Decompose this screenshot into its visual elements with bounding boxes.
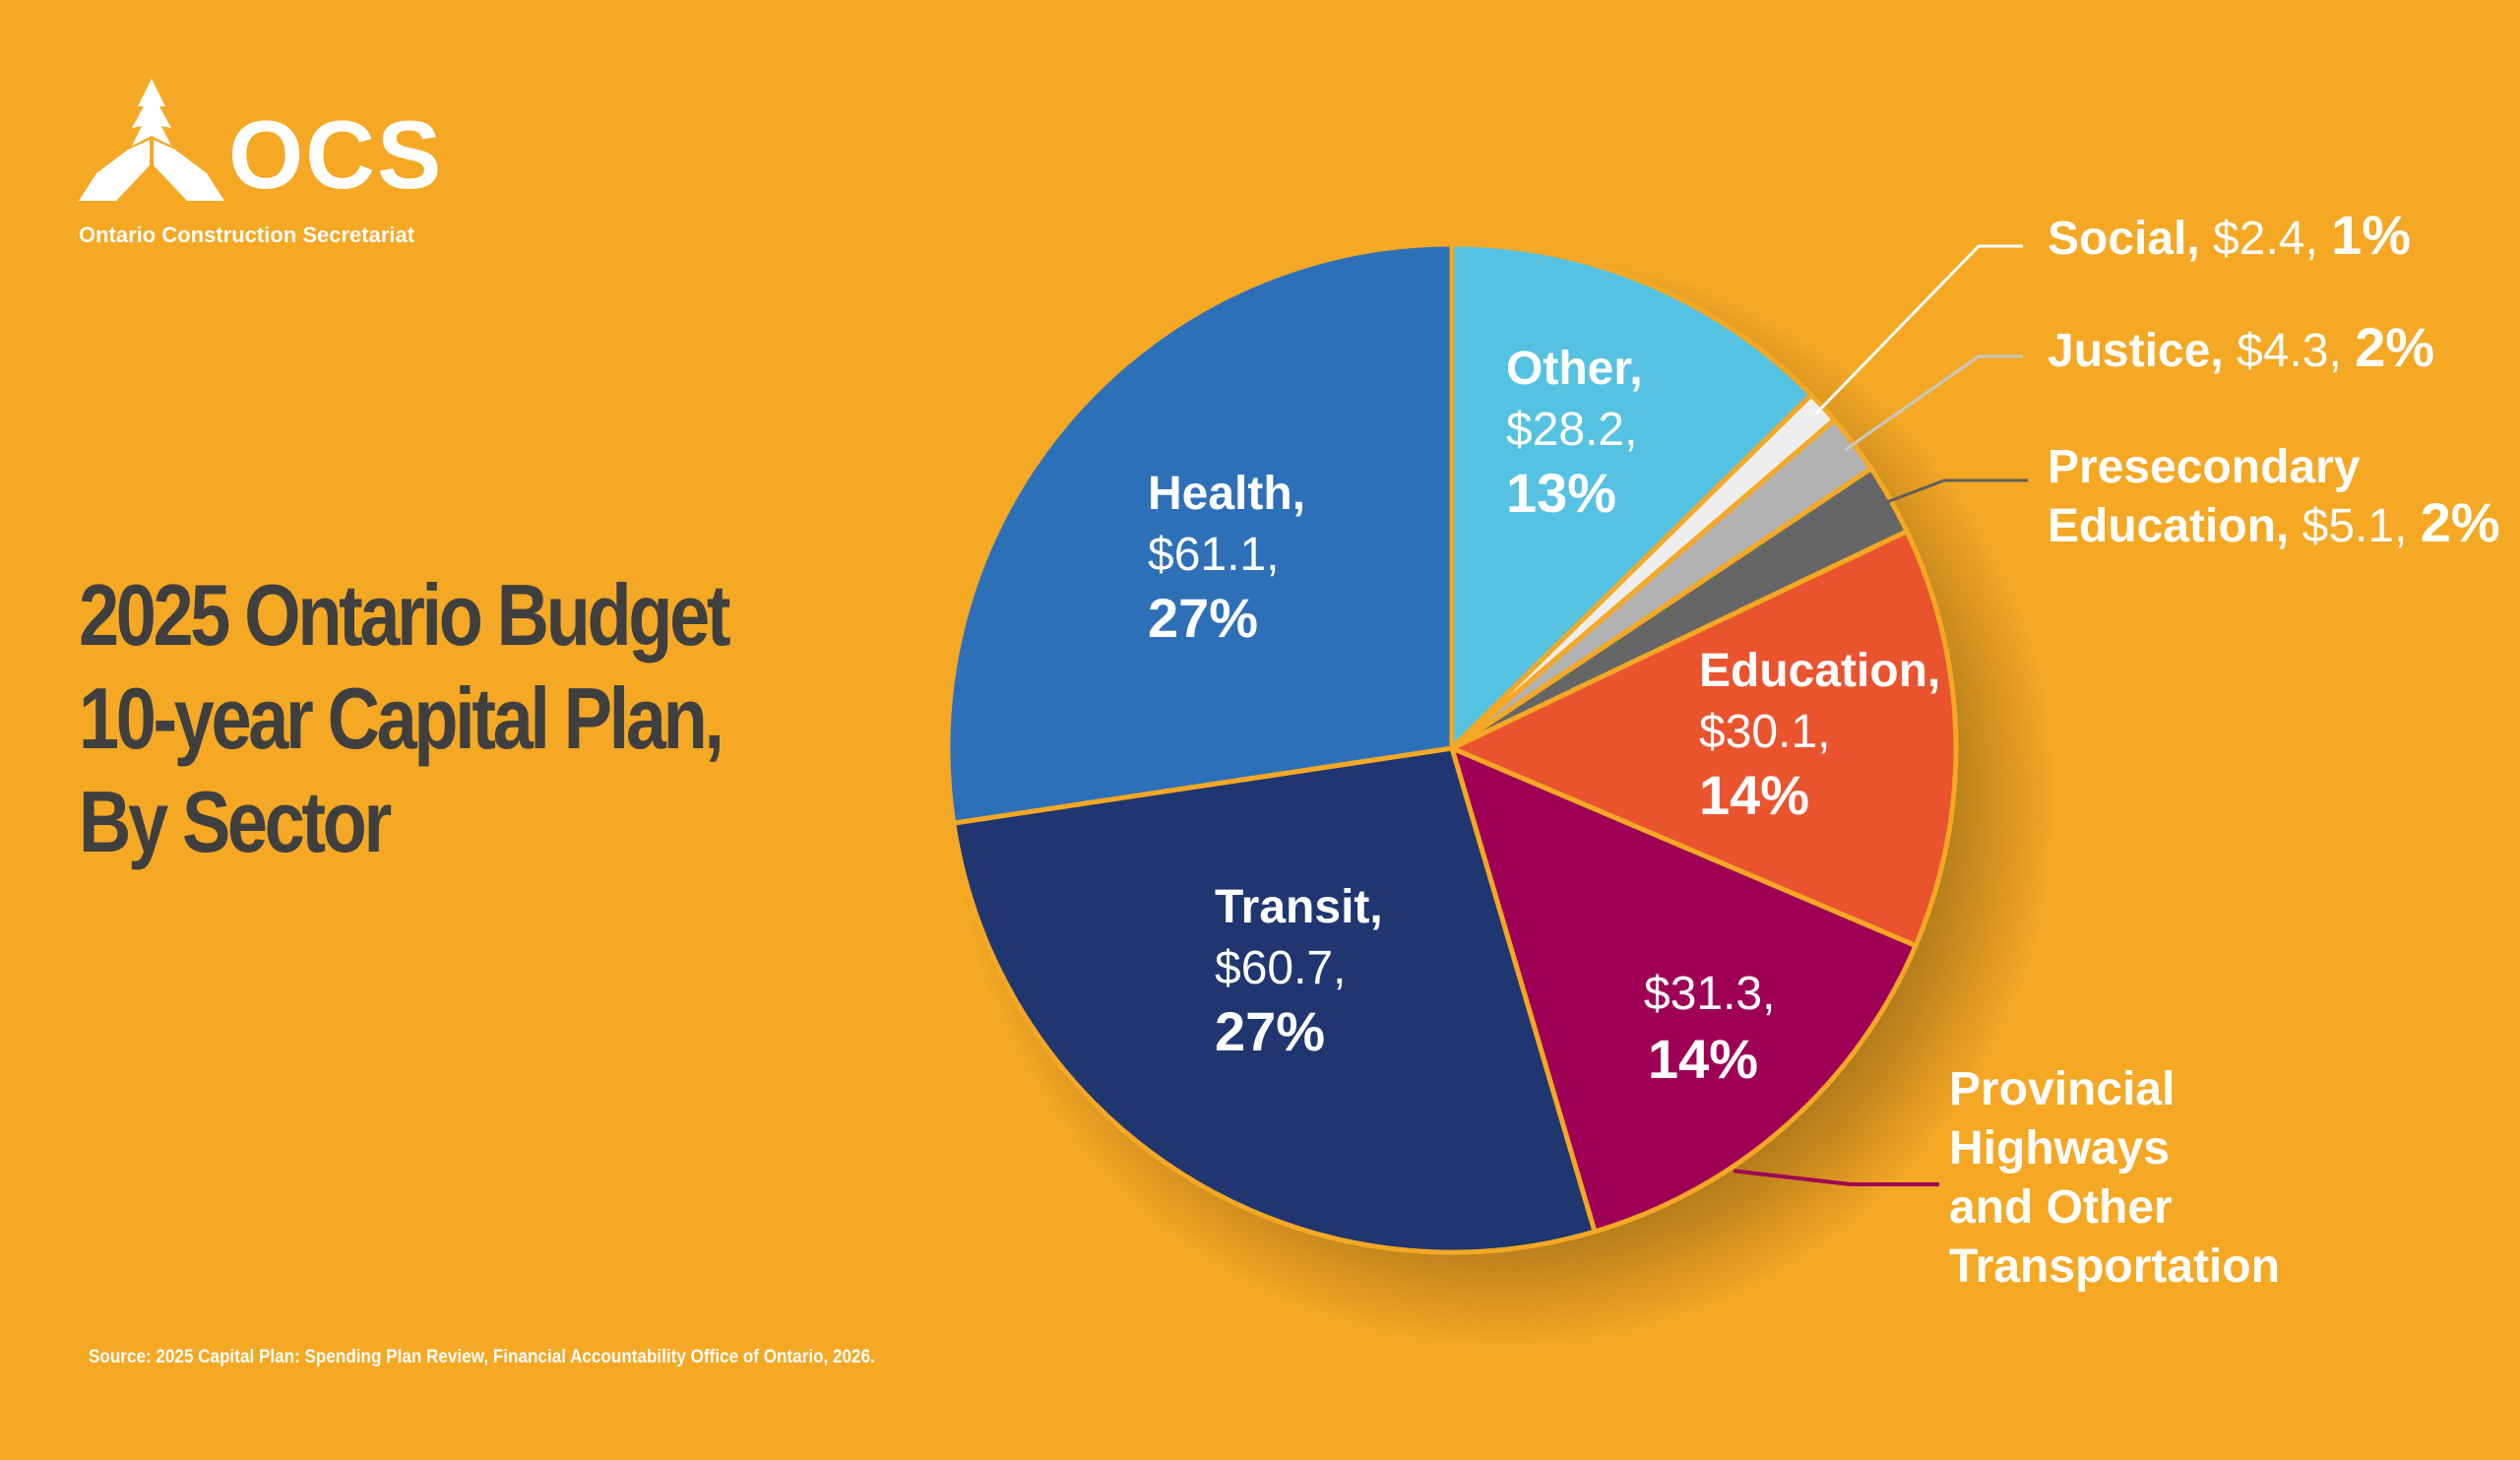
chart-title: 2025 Ontario Budget 10-year Capital Plan… (79, 563, 730, 873)
title-line-2: 10-year Capital Plan, (79, 669, 724, 767)
label-justice-text: Justice, $4.3, 2% (2048, 316, 2434, 378)
callout-leaders (1733, 244, 2028, 1186)
label-highways: $31.3, 14% Provincial Highways and Other Tran… (1644, 968, 2280, 1293)
label-health-percent: 27% (1148, 587, 1258, 649)
pie-slice-health (945, 241, 1455, 826)
label-social: Social, $2.4, 1% (2048, 204, 2411, 266)
label-highways-callout-line-1: Provincial (1949, 1063, 2174, 1115)
source-note: Source: 2025 Capital Plan: Spending Plan… (89, 1347, 875, 1367)
label-education-percent: 14% (1699, 764, 1809, 826)
label-postsecondary-line-1: Presecondary (2048, 441, 2361, 493)
logo-subtitle: Ontario Construction Secretariat (79, 222, 415, 247)
leader-social (1814, 244, 2023, 415)
leader-justice (1845, 354, 2023, 451)
pie-slice-other (1449, 241, 1814, 751)
leader-highways (1733, 1169, 1939, 1186)
label-justice: Justice, $4.3, 2% (2048, 316, 2434, 378)
pie-slices (945, 241, 1959, 1255)
label-other: Other, $28.2, 13% (1506, 343, 1643, 524)
label-health-value: $61.1, (1148, 529, 1279, 581)
label-highways-callout-line-3: and Other (1949, 1181, 2173, 1234)
leader-postsecondary (1880, 478, 2028, 506)
label-education-value: $30.1, (1699, 706, 1830, 758)
title-line-3: By Sector (79, 773, 392, 870)
label-highways-value: $31.3, (1644, 968, 1775, 1020)
label-transit-value: $60.7, (1215, 942, 1346, 994)
label-other-value: $28.2, (1506, 404, 1637, 456)
label-transit-name: Transit, (1215, 881, 1383, 933)
label-health: Health, $61.1, 27% (1148, 468, 1305, 649)
maple-leaf-logo-icon (79, 79, 224, 201)
label-transit: Transit, $60.7, 27% (1215, 881, 1383, 1062)
label-social-text: Social, $2.4, 1% (2048, 204, 2411, 266)
title-line-1: 2025 Ontario Budget (79, 566, 730, 664)
logo-wordmark: OCS (228, 100, 444, 209)
slice-labels: Health, $61.1, 27% Other, $28.2, 13% Transit, $… (1148, 204, 2500, 1293)
label-other-percent: 13% (1506, 462, 1616, 524)
pie-slice-education (1449, 529, 1959, 949)
label-other-name: Other, (1506, 343, 1643, 395)
label-transit-percent: 27% (1215, 1000, 1325, 1062)
label-education-name: Education, (1699, 645, 1940, 697)
label-highways-callout-line-2: Highways (1949, 1122, 2170, 1174)
pie-slice-transit (951, 745, 1598, 1255)
label-highways-percent: 14% (1648, 1028, 1758, 1090)
pie-slice-highways (1449, 745, 1919, 1235)
label-postsecondary-line-2: Education, $5.1, 2% (2048, 491, 2500, 553)
label-education: Education, $30.1, 14% (1699, 645, 1940, 826)
label-health-name: Health, (1148, 468, 1305, 520)
label-highways-callout-line-4: Transportation (1949, 1240, 2280, 1293)
